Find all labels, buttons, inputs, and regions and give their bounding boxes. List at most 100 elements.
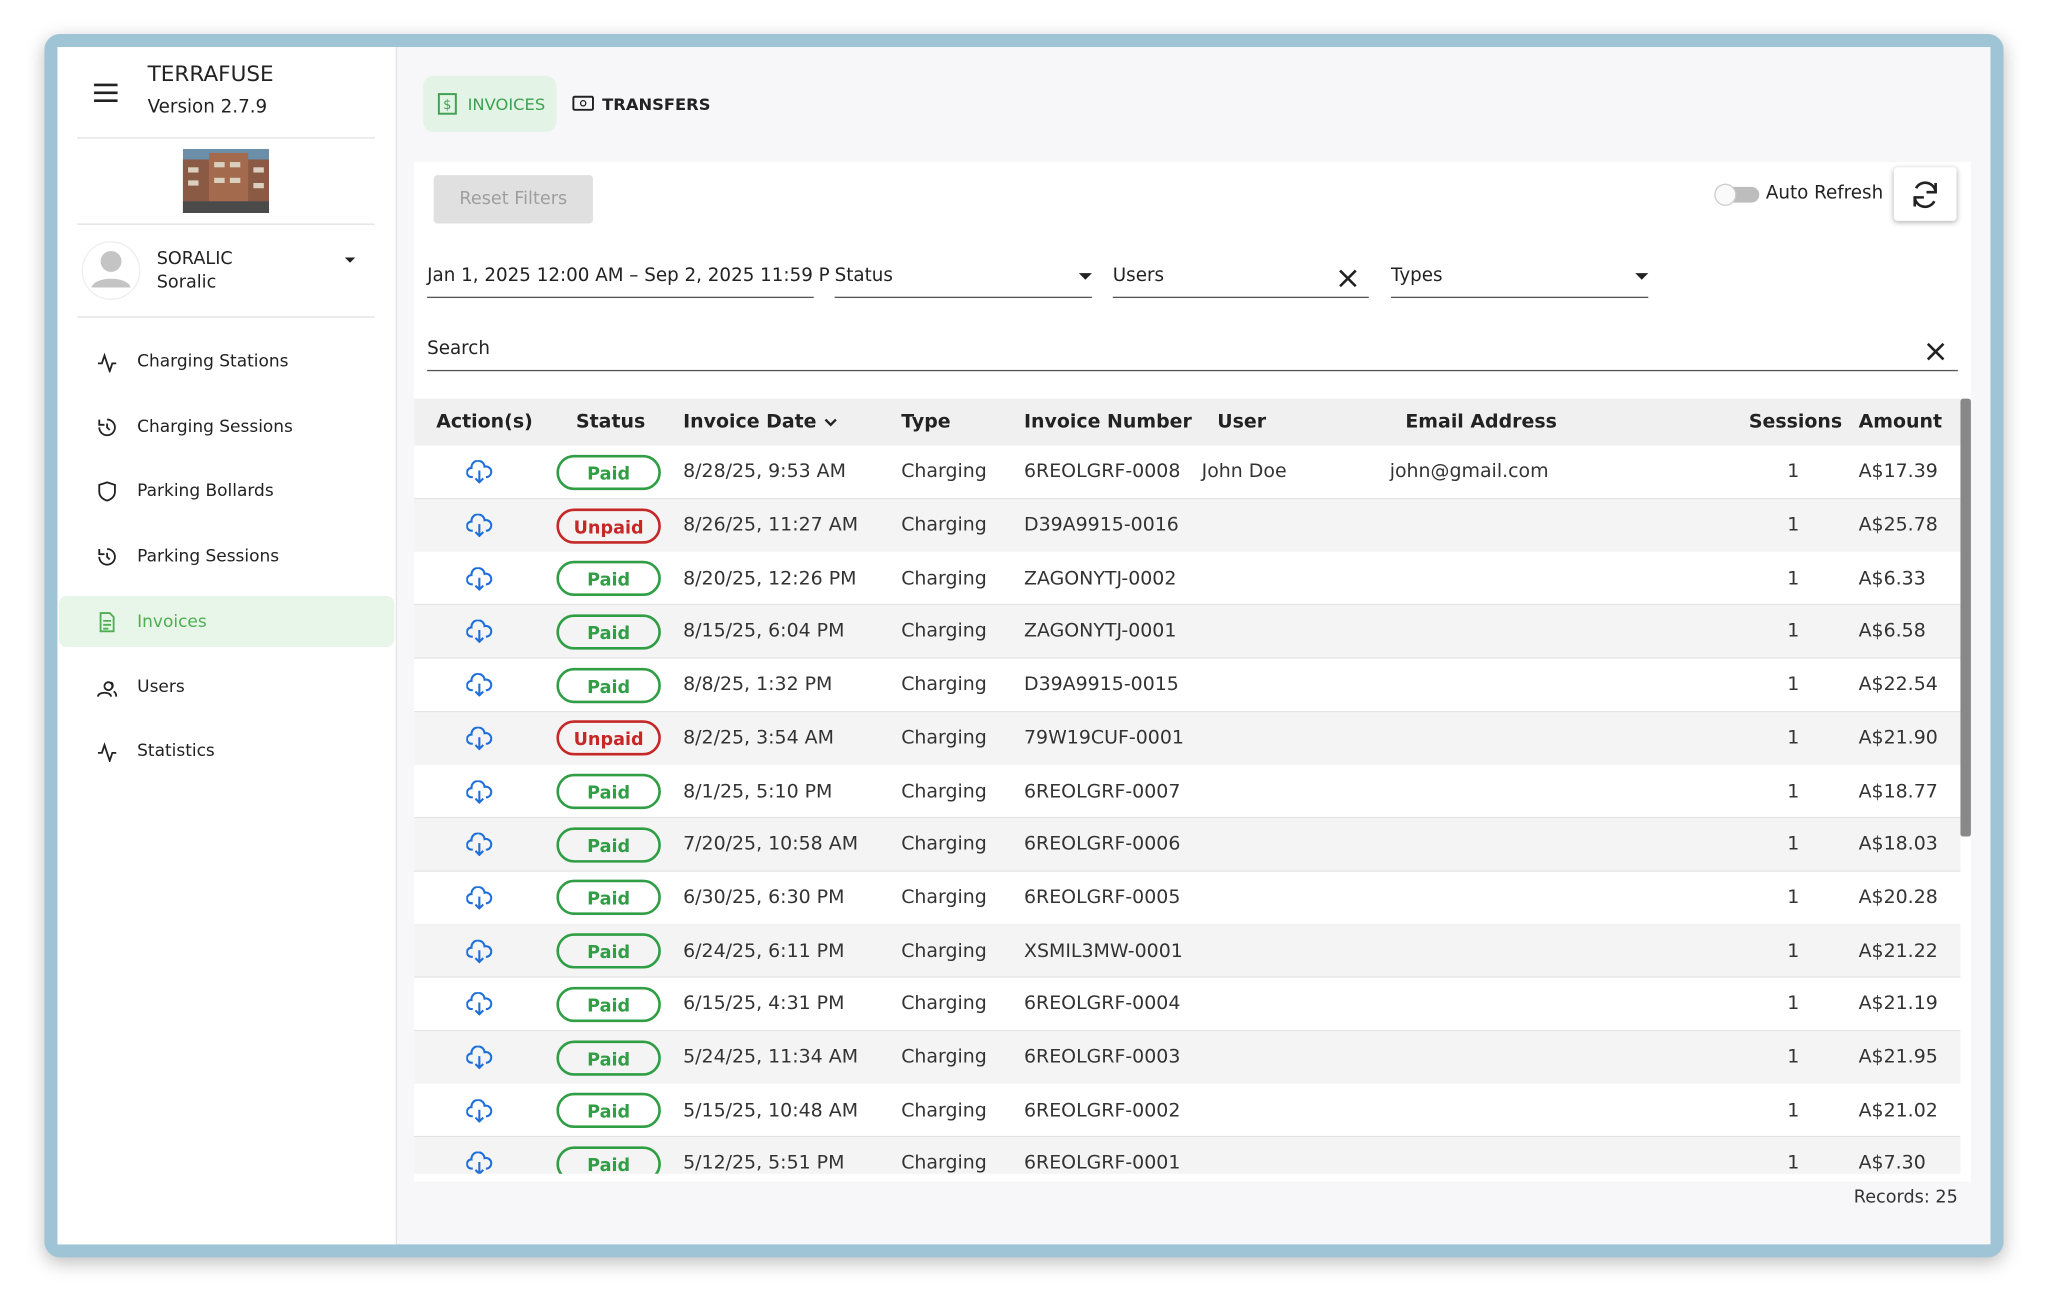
download-invoice[interactable]: [466, 726, 492, 750]
type: Charging: [901, 728, 987, 749]
nav-item[interactable]: Statistics: [137, 742, 215, 762]
type: Charging: [901, 887, 987, 908]
status-badge: Paid: [556, 827, 660, 862]
invoice-number: ZAGONYTJ-0001: [1024, 621, 1176, 642]
column-header: Action(s): [436, 412, 533, 433]
invoice-date: 8/28/25, 9:53 AM: [683, 462, 846, 483]
invoice-number: D39A9915-0016: [1024, 515, 1179, 536]
download-invoice[interactable]: [466, 620, 492, 644]
divider: [77, 316, 375, 317]
amount: A$20.28: [1859, 887, 1938, 908]
underline: [427, 297, 814, 298]
type: Charging: [901, 462, 987, 483]
download-invoice[interactable]: [466, 1046, 492, 1070]
sessions: 1: [1787, 1047, 1799, 1068]
reset-button[interactable]: Reset Filters: [434, 175, 593, 223]
amount: A$21.22: [1859, 941, 1938, 962]
status-badge: Unpaid: [556, 508, 660, 543]
status-badge: Paid: [556, 880, 660, 915]
tab[interactable]: INVOICES: [468, 94, 546, 114]
nav-icon: [97, 482, 118, 503]
search[interactable]: Search: [427, 339, 490, 360]
date-range[interactable]: Jan 1, 2025 12:00 AM – Sep 2, 2025 11:59…: [427, 265, 830, 286]
column-header: Email Address: [1405, 412, 1557, 433]
invoice-number: 6REOLGRF-0002: [1024, 1100, 1180, 1121]
amount: A$6.33: [1859, 568, 1926, 589]
nav-item[interactable]: Charging Sessions: [137, 417, 293, 437]
nav-item[interactable]: Charging Stations: [137, 352, 288, 372]
clear-users[interactable]: [1337, 268, 1358, 289]
sessions: 1: [1787, 887, 1799, 908]
tab-icon: [572, 95, 594, 111]
amount: A$21.02: [1859, 1100, 1938, 1121]
invoice-date: 5/24/25, 11:34 AM: [683, 1047, 858, 1068]
invoice-number: D39A9915-0015: [1024, 675, 1179, 696]
underline: [1113, 297, 1369, 298]
amount: A$21.19: [1859, 994, 1938, 1015]
download-invoice[interactable]: [466, 1099, 492, 1123]
download-invoice[interactable]: [466, 567, 492, 591]
email: john@gmail.com: [1390, 462, 1549, 483]
download-invoice[interactable]: [466, 886, 492, 910]
tab[interactable]: TRANSFERS: [602, 94, 710, 114]
status-filter[interactable]: Status: [835, 265, 893, 286]
column-header[interactable]: Invoice Date: [683, 412, 839, 433]
download-invoice[interactable]: [466, 833, 492, 857]
clear-search[interactable]: [1925, 341, 1946, 362]
sessions: 1: [1787, 728, 1799, 749]
sessions: 1: [1787, 675, 1799, 696]
version: Version 2.7.9: [148, 97, 268, 118]
nav-item[interactable]: Users: [137, 677, 185, 697]
download-invoice[interactable]: [466, 673, 492, 697]
nav-icon: [97, 417, 118, 438]
nav-icon: [97, 741, 118, 762]
type: Charging: [901, 781, 987, 802]
download-invoice[interactable]: [466, 992, 492, 1016]
download-invoice[interactable]: [466, 1152, 492, 1174]
nav-item[interactable]: Parking Bollards: [137, 482, 274, 502]
app-name: TERRAFUSE: [148, 61, 274, 86]
avatar: [81, 241, 141, 301]
type: Charging: [901, 1047, 987, 1068]
amount: A$25.78: [1859, 515, 1938, 536]
auto-refresh-label: Auto Refresh: [1766, 183, 1883, 204]
invoice-date: 8/20/25, 12:26 PM: [683, 568, 856, 589]
invoice-date: 8/2/25, 3:54 AM: [683, 728, 834, 749]
tab-icon: $: [438, 93, 458, 115]
status-badge: Paid: [556, 1093, 660, 1128]
amount: A$17.39: [1859, 462, 1938, 483]
types-filter[interactable]: Types: [1391, 265, 1443, 286]
status-badge: Paid: [556, 1146, 660, 1174]
column-header: Type: [901, 412, 950, 433]
invoice-number: 6REOLGRF-0001: [1024, 1153, 1180, 1173]
download-invoice[interactable]: [466, 514, 492, 538]
user-menu[interactable]: [344, 255, 357, 265]
type: Charging: [901, 1153, 987, 1173]
nav-item[interactable]: Parking Sessions: [137, 547, 279, 567]
underline: [1391, 297, 1648, 298]
sessions: 1: [1787, 781, 1799, 802]
column-header: Sessions: [1749, 412, 1842, 433]
status-badge: Paid: [556, 774, 660, 809]
nav-item[interactable]: Invoices: [137, 612, 207, 632]
auto-refresh-toggle[interactable]: [1712, 183, 1762, 207]
type: Charging: [901, 515, 987, 536]
invoice-number: 6REOLGRF-0003: [1024, 1047, 1180, 1068]
nav-icon: [97, 611, 118, 632]
user-org: Soralic: [157, 272, 217, 293]
menu-button[interactable]: [91, 81, 120, 105]
nav-icon: [97, 352, 118, 373]
column-header: Invoice Number: [1024, 412, 1192, 433]
table: Action(s)StatusInvoice Date TypeInvoice …: [414, 399, 1960, 1174]
download-invoice[interactable]: [466, 780, 492, 804]
download-invoice[interactable]: [466, 460, 492, 484]
users-filter[interactable]: Users: [1113, 265, 1164, 286]
invoice-number: 6REOLGRF-0005: [1024, 887, 1180, 908]
amount: A$18.77: [1859, 781, 1938, 802]
invoice-date: 7/20/25, 10:58 AM: [683, 834, 858, 855]
status-badge: Paid: [556, 987, 660, 1022]
sessions: 1: [1787, 621, 1799, 642]
download-invoice[interactable]: [466, 939, 492, 963]
status-badge: Paid: [556, 455, 660, 490]
